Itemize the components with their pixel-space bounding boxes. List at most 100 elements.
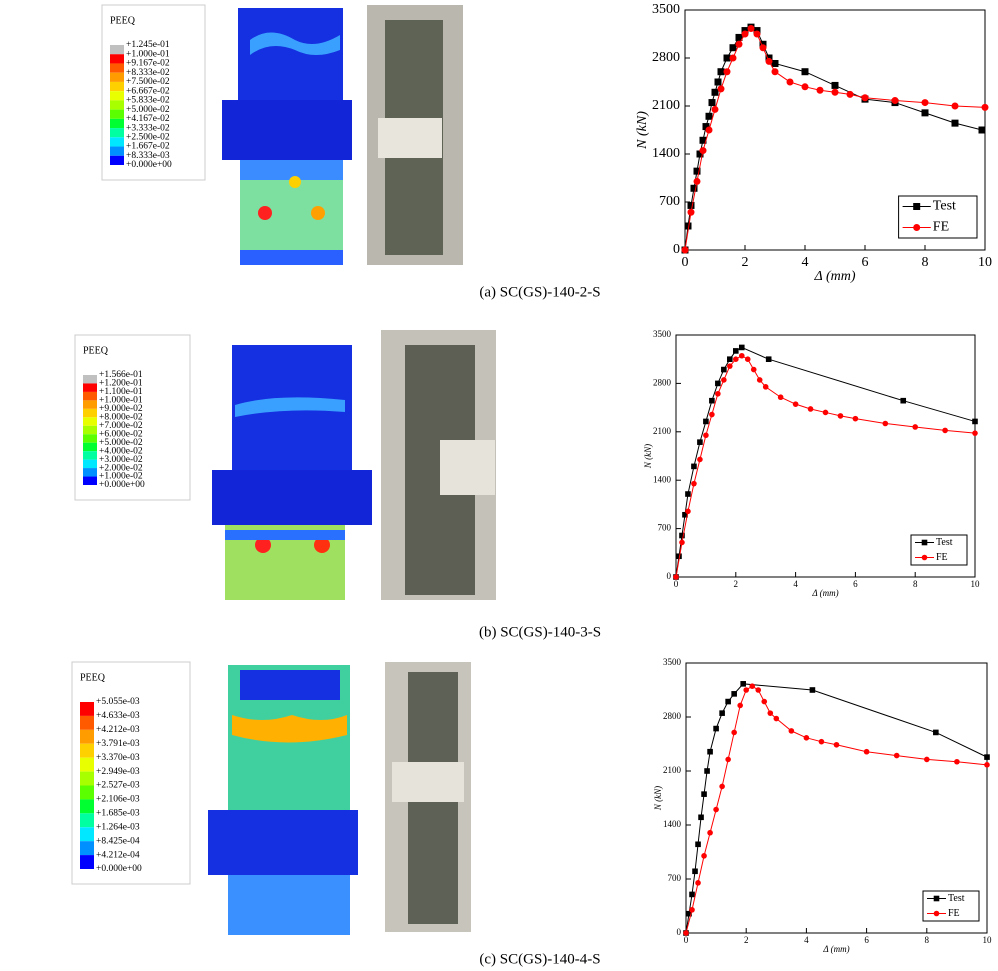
marker: [703, 432, 709, 439]
x-tick-label: 10: [983, 935, 993, 945]
x-tick-label: 6: [864, 935, 869, 945]
y-tick-label: 2100: [663, 765, 682, 775]
legend-marker: [913, 224, 921, 231]
legend-title: PEEQ: [80, 672, 106, 683]
legend-band: [83, 451, 97, 460]
legend-label: +9.000e-02: [99, 404, 143, 414]
legend-label: +1.667e-02: [126, 142, 170, 152]
marker: [673, 574, 679, 580]
legend-band: [83, 391, 97, 401]
legend-label: +4.167e-02: [126, 114, 170, 124]
y-tick-label: 700: [668, 873, 682, 883]
legend-band: [80, 729, 94, 744]
legend-band: [83, 425, 97, 435]
marker: [743, 687, 749, 693]
legend-band: [83, 375, 97, 384]
legend-label: +1.000e-01: [126, 49, 170, 59]
marker: [690, 184, 698, 192]
marker: [725, 756, 731, 763]
marker: [741, 30, 749, 38]
legend-band: [110, 54, 124, 64]
marker: [692, 868, 698, 875]
caption: (b) SC(GS)-140-3-S: [479, 624, 601, 640]
legend-label: +7.500e-02: [126, 77, 170, 87]
marker: [861, 94, 869, 102]
marker: [921, 99, 929, 107]
legend-band: [83, 400, 97, 409]
marker: [703, 418, 709, 425]
marker: [685, 491, 691, 497]
legend-band: [80, 715, 94, 730]
x-tick-label: 2: [742, 255, 749, 270]
marker: [921, 109, 929, 117]
marker: [765, 356, 772, 362]
marker: [801, 83, 809, 91]
marker: [731, 729, 737, 736]
y-tick-label: 700: [658, 523, 672, 533]
x-axis-label: Δ (mm): [813, 269, 855, 284]
marker: [807, 406, 814, 412]
marker: [900, 397, 907, 404]
marker: [816, 86, 824, 94]
y-tick-label: 0: [677, 927, 682, 937]
marker: [723, 54, 731, 62]
marker: [681, 246, 689, 254]
y-tick-label: 3500: [652, 2, 680, 17]
legend-band: [80, 771, 94, 786]
y-tick-label: 1400: [663, 819, 682, 829]
legend-band: [110, 91, 124, 101]
y-tick-label: 1400: [653, 474, 672, 484]
caption: (a) SC(GS)-140-2-S: [479, 284, 600, 300]
legend-label: +1.264e-03: [96, 822, 140, 832]
legend-label: +8.333e-03: [126, 151, 170, 161]
y-tick-label: 0: [667, 571, 672, 581]
marker: [749, 683, 756, 689]
marker: [715, 390, 721, 397]
marker: [972, 430, 978, 436]
legend-band: [80, 841, 94, 856]
marker: [912, 424, 918, 430]
marker: [954, 758, 960, 765]
marker: [693, 177, 701, 185]
legend-label: Test: [936, 537, 953, 548]
marker: [693, 167, 701, 175]
legend-band: [80, 785, 94, 800]
legend-marker: [933, 910, 940, 917]
y-axis-label: N (kN): [635, 111, 650, 150]
marker: [687, 208, 695, 216]
marker: [822, 409, 829, 416]
x-tick-label: 8: [913, 579, 918, 589]
legend-label: Test: [948, 893, 965, 904]
marker: [686, 910, 692, 917]
marker: [679, 539, 685, 546]
marker: [740, 681, 746, 687]
marker: [719, 783, 725, 790]
marker: [733, 356, 739, 363]
legend-label: +1.566e-01: [99, 370, 143, 380]
marker: [924, 756, 930, 763]
specimen-photo: [367, 5, 463, 265]
legend-label: +3.791e-03: [96, 739, 140, 749]
marker: [711, 88, 719, 96]
marker: [684, 222, 692, 230]
marker: [735, 33, 743, 41]
marker: [767, 710, 774, 716]
legend-label: FE: [936, 552, 948, 563]
legend-label: +2.000e-02: [99, 463, 143, 473]
legend-band: [110, 100, 124, 110]
legend-label: +2.949e-03: [96, 767, 140, 777]
x-tick-label: 2: [744, 935, 749, 945]
marker: [701, 791, 707, 797]
marker: [697, 456, 703, 463]
marker: [737, 702, 743, 709]
marker: [727, 363, 733, 369]
legend-label: +4.212e-04: [96, 850, 140, 860]
marker: [984, 762, 990, 768]
marker: [863, 748, 870, 755]
legend-band: [80, 799, 94, 814]
legend-band: [83, 468, 97, 477]
legend-band: [80, 702, 94, 716]
legend-band: [80, 743, 94, 758]
legend-label: +1.200e-01: [99, 379, 143, 389]
x-tick-label: 8: [925, 935, 930, 945]
